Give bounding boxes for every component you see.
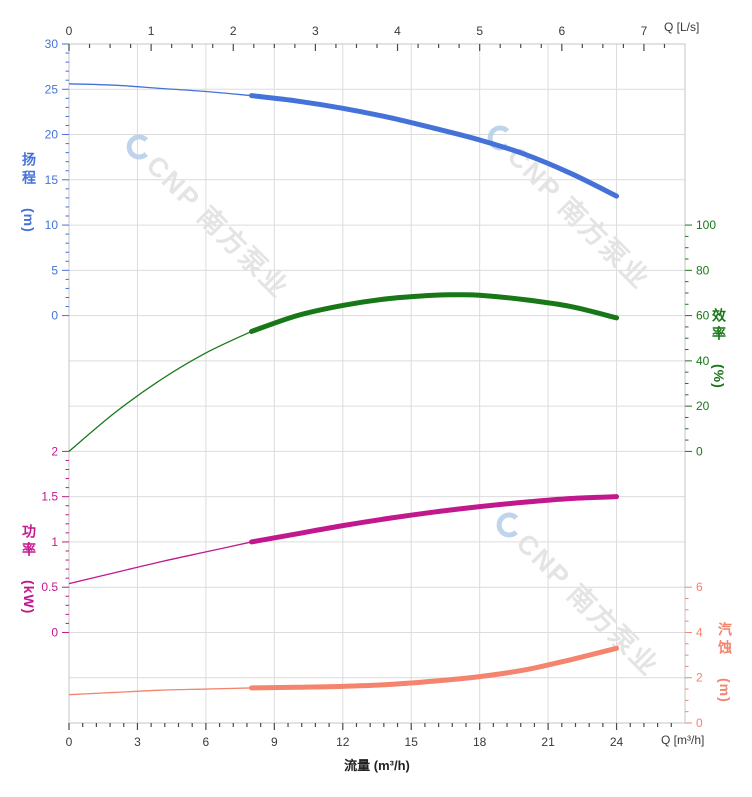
eff-axis-unit: (%) [711,364,727,389]
watermark-text: CNP 南方泵业 [141,149,296,304]
top-axis-unit-label: Q [L/s] [664,20,700,34]
watermarks: CNP 南方泵业 CNP 南方泵业 CNP 南方泵业 [126,125,666,682]
head-curve [249,93,620,199]
npsh-axis-unit: (m) [717,678,733,703]
head-curve-thin [68,83,252,97]
eff-tick-label: 0 [696,444,703,458]
head-tick-label: 10 [45,218,59,232]
ls-tick-label: 1 [148,24,155,38]
flow-tick-label: 0 [66,735,73,749]
flow-axis-top: 0 1 2 3 4 5 6 7 [66,24,666,51]
flow-tick-label: 21 [541,735,555,749]
efficiency-curve-thin [68,330,252,452]
npsh-curve [249,645,620,691]
eff-axis-title: 效率 (%) [711,308,727,389]
npsh-tick-label: 0 [696,716,703,730]
eff-tick-label: 80 [696,263,710,277]
head-tick-label: 20 [45,128,59,142]
npsh-tick-label: 6 [696,580,703,594]
ls-tick-label: 4 [394,24,401,38]
flow-tick-label: 18 [473,735,487,749]
power-curve [249,494,620,545]
flow-tick-label: 24 [610,735,624,749]
flow-tick-label: 9 [271,735,278,749]
watermark-text: CNP 南方泵业 [511,527,666,682]
ls-tick-label: 7 [641,24,648,38]
head-tick-label: 25 [45,82,59,96]
watermark: CNP 南方泵业 [126,134,296,304]
head-tick-label: 30 [45,37,59,51]
watermark-text: CNP 南方泵业 [502,140,657,295]
flow-tick-label: 15 [405,735,419,749]
npsh-axis-title: 汽蚀 (m) [717,622,733,703]
power-tick-label: 1 [51,535,58,549]
head-axis-title-text: 扬程 [21,152,37,188]
head-tick-label: 0 [51,309,58,323]
power-tick-label: 0.5 [41,580,58,594]
power-axis-title: 功率 (kW) [21,524,37,615]
eff-tick-label: 100 [696,218,716,232]
gridlines [69,44,685,723]
flow-axis-bottom: 0 3 6 9 12 15 18 21 24 [66,723,672,749]
power-axis-title-text: 功率 [21,524,37,560]
power-axis: 0 0.5 1 1.5 2 [41,444,69,639]
power-tick-label: 1.5 [41,490,58,504]
ls-tick-label: 0 [66,24,73,38]
npsh-tick-label: 2 [696,671,703,685]
head-axis-unit: (m) [21,208,37,233]
head-tick-label: 15 [45,173,59,187]
ls-tick-label: 5 [476,24,483,38]
npsh-axis-title-text: 汽蚀 [717,622,733,658]
head-axis: 0 5 10 15 20 25 30 [45,37,69,323]
eff-axis: 0 20 40 60 80 100 [685,218,716,458]
eff-tick-label: 20 [696,399,710,413]
ls-tick-label: 6 [558,24,565,38]
power-curve-thin [68,541,252,585]
flow-tick-label: 6 [203,735,210,749]
eff-axis-title-text: 效率 [711,308,727,344]
head-tick-label: 5 [51,263,58,277]
ls-tick-label: 2 [230,24,237,38]
flow-tick-label: 3 [134,735,141,749]
curves [68,83,620,696]
power-tick-label: 2 [51,444,58,458]
head-axis-title: 扬程 (m) [21,152,37,233]
eff-tick-label: 60 [696,309,710,323]
npsh-curve-thin [68,687,252,696]
npsh-tick-label: 4 [696,625,703,639]
cnp-logo-icon [496,512,522,538]
power-tick-label: 0 [51,625,58,639]
power-axis-unit: (kW) [21,580,37,615]
flow-axis-title: 流量 (m³/h) [344,758,410,773]
npsh-axis: 0 2 4 6 [685,580,703,730]
ls-tick-label: 3 [312,24,319,38]
efficiency-curve [249,292,620,334]
bottom-axis-unit-label: Q [m³/h] [661,733,705,747]
flow-tick-label: 12 [336,735,350,749]
eff-tick-label: 40 [696,354,710,368]
cnp-logo-icon [126,134,152,160]
